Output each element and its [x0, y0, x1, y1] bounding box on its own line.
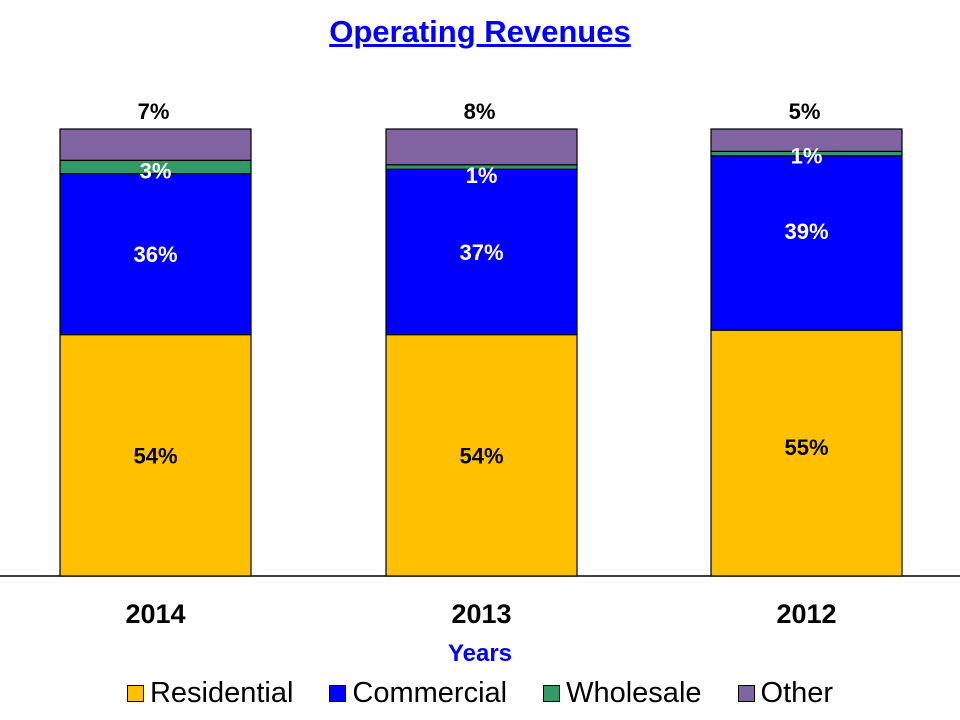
x-tick-label-2014: 2014	[125, 599, 185, 629]
x-tick-label-2013: 2013	[451, 599, 511, 629]
bar-residential-2014	[59, 334, 252, 577]
x-tick-label-2012: 2012	[776, 599, 836, 629]
legend-item-residential: Residential	[126, 677, 294, 710]
legend-label-wholesale: Wholesale	[566, 677, 702, 709]
bar-other-2014	[59, 128, 252, 161]
data-label-residential-2012: 55%	[784, 435, 828, 460]
data-label-other-2014: 7%	[138, 99, 170, 124]
legend-item-other: Other	[737, 677, 834, 710]
legend-swatch-commercial	[329, 685, 347, 702]
bar-other-2013	[385, 128, 578, 166]
data-label-other-2013: 8%	[464, 99, 496, 124]
data-label-wholesale-2013: 1%	[466, 163, 498, 188]
bar-other-2012	[710, 128, 903, 152]
data-label-residential-2014: 54%	[133, 443, 177, 468]
bar-commercial-2012	[710, 155, 903, 331]
bar-residential-2013	[385, 334, 578, 577]
data-label-commercial-2013: 37%	[459, 240, 503, 265]
legend-label-residential: Residential	[149, 677, 294, 709]
x-axis-label: Years	[447, 640, 513, 667]
legend-label-other: Other	[760, 677, 834, 709]
legend: Residential Commercial Wholesale Other	[0, 677, 960, 710]
legend-swatch-other	[737, 685, 755, 702]
legend-swatch-wholesale	[543, 685, 561, 702]
bar-commercial-2014	[59, 173, 252, 336]
legend-item-wholesale: Wholesale	[543, 677, 702, 710]
legend-label-commercial: Commercial	[352, 677, 508, 709]
legend-item-commercial: Commercial	[329, 677, 507, 710]
data-label-wholesale-2014: 3%	[140, 158, 172, 183]
chart-title: Operating Revenues	[329, 14, 631, 49]
bar-residential-2012	[710, 329, 903, 577]
bar-commercial-2013	[385, 168, 578, 336]
data-label-other-2012: 5%	[789, 99, 821, 124]
data-label-wholesale-2012: 1%	[791, 143, 823, 168]
data-label-residential-2013: 54%	[459, 443, 503, 468]
data-label-commercial-2014: 36%	[133, 242, 177, 267]
data-label-commercial-2012: 39%	[784, 219, 828, 244]
legend-swatch-residential	[126, 685, 144, 702]
